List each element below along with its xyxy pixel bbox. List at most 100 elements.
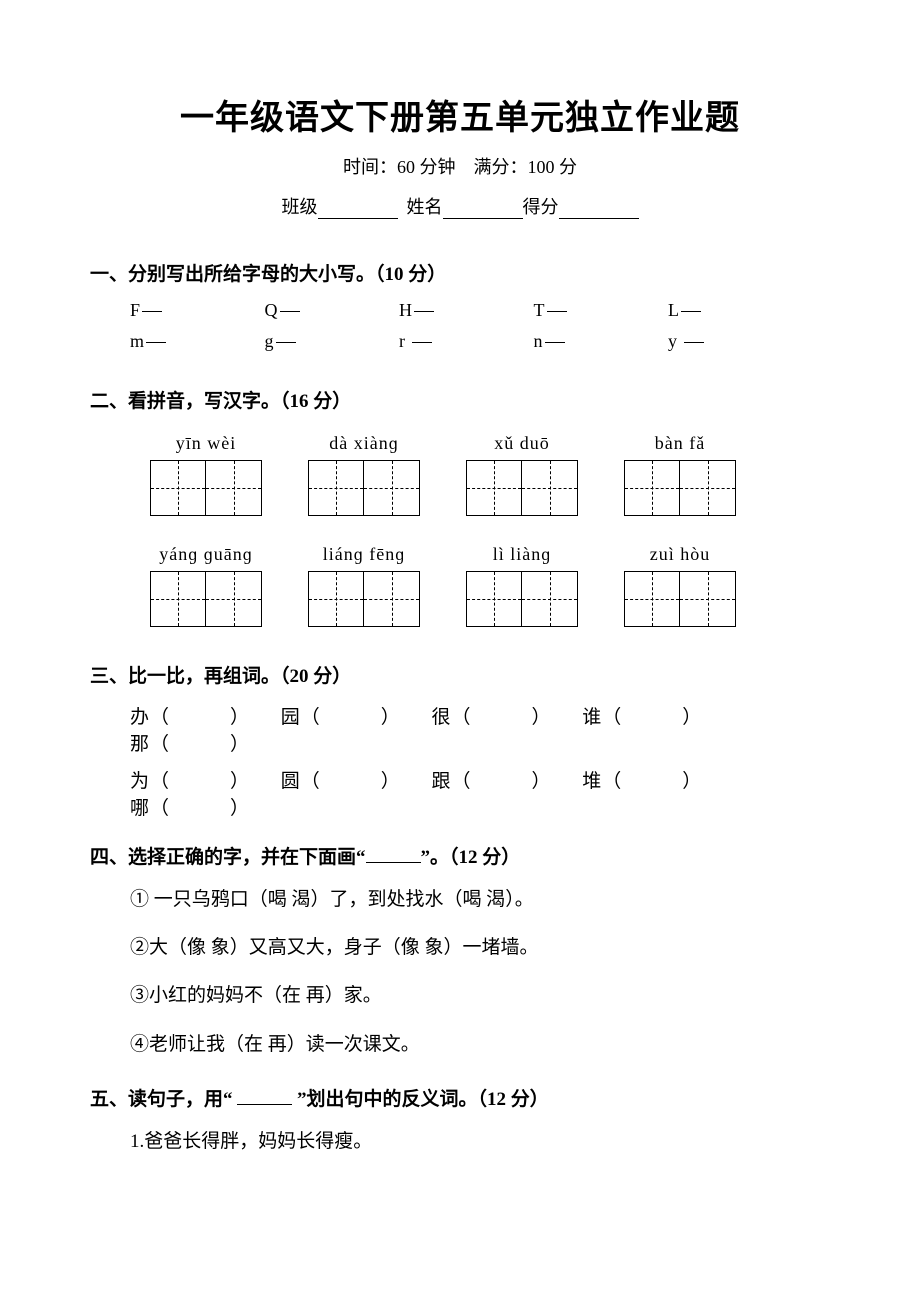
pinyin-group: yīn wèi [150, 433, 262, 516]
char-box[interactable] [522, 460, 578, 516]
char-box[interactable] [680, 460, 736, 516]
subtitle-line: 时间：60 分钟 满分：100 分 [90, 153, 830, 179]
char-box[interactable] [206, 571, 262, 627]
class-label: 班级 [282, 197, 318, 217]
char-box-pair[interactable] [150, 460, 262, 516]
section2-heading: 二、看拼音，写汉字。（16 分） [90, 386, 830, 413]
char: 园 [281, 707, 301, 728]
section5-body: 1.爸爸长得胖，妈妈长得瘦。 [90, 1125, 830, 1159]
name-blank[interactable] [443, 200, 523, 219]
letter: n [534, 331, 543, 351]
question-line: 1.爸爸长得胖，妈妈长得瘦。 [130, 1125, 830, 1159]
char-box-pair[interactable] [624, 571, 736, 627]
compare-item: 很（） [432, 702, 577, 729]
underline-blank [366, 848, 421, 863]
char: 谁 [582, 707, 602, 728]
dash-icon [545, 342, 565, 343]
pinyin-text: bàn fǎ [655, 433, 705, 454]
section3-heading: 三、比一比，再组词。（20 分） [90, 661, 830, 688]
dash-icon [414, 311, 434, 312]
student-info-line: 班级 姓名 得分 [90, 193, 830, 219]
class-blank[interactable] [318, 200, 398, 219]
char: 很 [432, 707, 452, 728]
underline-blank [237, 1090, 292, 1105]
pinyin-group: lì liànɡ [466, 544, 578, 627]
pinyin-text: zuì hòu [650, 544, 711, 565]
char: 为 [130, 771, 150, 792]
dash-icon [681, 311, 701, 312]
section1-heading: 一、分别写出所给字母的大小写。（10 分） [90, 259, 830, 286]
char-box[interactable] [624, 571, 680, 627]
char-box[interactable] [466, 460, 522, 516]
pinyin-group: dà xiànɡ [308, 433, 420, 516]
compare-item: 跟（） [432, 766, 577, 793]
pinyin-text: yánɡ ɡuānɡ [159, 544, 252, 565]
time-value: 60 分钟 [397, 157, 456, 177]
pinyin-text: lì liànɡ [493, 544, 552, 565]
section5-heading: 五、读句子，用“ ”划出句中的反义词。（12 分） [90, 1084, 830, 1111]
char-box[interactable] [624, 460, 680, 516]
letter: H [399, 300, 412, 320]
question-line: ②大（像 象）又高又大，身子（像 象）一堵墙。 [130, 931, 830, 965]
page-title: 一年级语文下册第五单元独立作业题 [90, 90, 830, 139]
question-line: ① 一只乌鸦口（喝 渴）了，到处找水（喝 渴）。 [130, 883, 830, 917]
pinyin-group: zuì hòu [624, 544, 736, 627]
char-box[interactable] [308, 460, 364, 516]
letter-item: H [399, 300, 529, 321]
letter-item: g [265, 331, 395, 352]
score-blank[interactable] [559, 200, 639, 219]
pinyin-text: xǔ duō [494, 433, 550, 454]
full-score-value: 100 分 [528, 157, 578, 177]
dash-icon [280, 311, 300, 312]
dash-icon [276, 342, 296, 343]
dash-icon [142, 311, 162, 312]
char: 跟 [432, 771, 452, 792]
compare-item: 那（） [130, 729, 275, 756]
letter: y [668, 331, 677, 351]
dash-icon [412, 342, 432, 343]
char: 那 [130, 734, 150, 755]
pinyin-group: yánɡ ɡuānɡ [150, 544, 262, 627]
compare-row-1: 办（） 园（） 很（） 谁（） 那（） [130, 702, 830, 756]
dash-icon [146, 342, 166, 343]
char-box-pair[interactable] [150, 571, 262, 627]
pinyin-text: yīn wèi [176, 433, 237, 454]
pinyin-text: dà xiànɡ [329, 433, 398, 454]
compare-item: 堆（） [582, 766, 727, 793]
score-label: 得分 [523, 197, 559, 217]
letter: r [399, 331, 405, 351]
char-box[interactable] [522, 571, 578, 627]
char-box[interactable] [364, 571, 420, 627]
letter: Q [265, 300, 278, 320]
dash-icon [547, 311, 567, 312]
char-box-pair[interactable] [466, 571, 578, 627]
section5-heading-prefix: 五、读句子，用“ [90, 1089, 237, 1110]
compare-item: 哪（） [130, 793, 275, 820]
char-box[interactable] [206, 460, 262, 516]
full-score-label: 满分： [474, 157, 528, 177]
char-box[interactable] [150, 571, 206, 627]
pinyin-text: liánɡ fēnɡ [323, 544, 405, 565]
letter-row-upper: F Q H T L [130, 300, 830, 321]
char-box[interactable] [466, 571, 522, 627]
section1-body: F Q H T L m g r n y [90, 300, 830, 352]
char-box-pair[interactable] [624, 460, 736, 516]
question-line: ③小红的妈妈不（在 再）家。 [130, 979, 830, 1013]
dash-icon [684, 342, 704, 343]
pinyin-group: liánɡ fēnɡ [308, 544, 420, 627]
name-label: 姓名 [407, 197, 443, 217]
letter-item: T [534, 300, 664, 321]
section3-body: 办（） 园（） 很（） 谁（） 那（） 为（） 圆（） 跟（） 堆（） 哪（） [90, 702, 830, 820]
char-box[interactable] [150, 460, 206, 516]
char-box-pair[interactable] [308, 571, 420, 627]
pinyin-row-2: yánɡ ɡuānɡ liánɡ fēnɡ lì liànɡ zuì hòu [90, 544, 830, 627]
char-box[interactable] [308, 571, 364, 627]
char-box[interactable] [364, 460, 420, 516]
char-box[interactable] [680, 571, 736, 627]
char-box-pair[interactable] [466, 460, 578, 516]
letter-item: n [534, 331, 664, 352]
time-label: 时间： [343, 157, 397, 177]
compare-row-2: 为（） 圆（） 跟（） 堆（） 哪（） [130, 766, 830, 820]
compare-item: 谁（） [582, 702, 727, 729]
char-box-pair[interactable] [308, 460, 420, 516]
